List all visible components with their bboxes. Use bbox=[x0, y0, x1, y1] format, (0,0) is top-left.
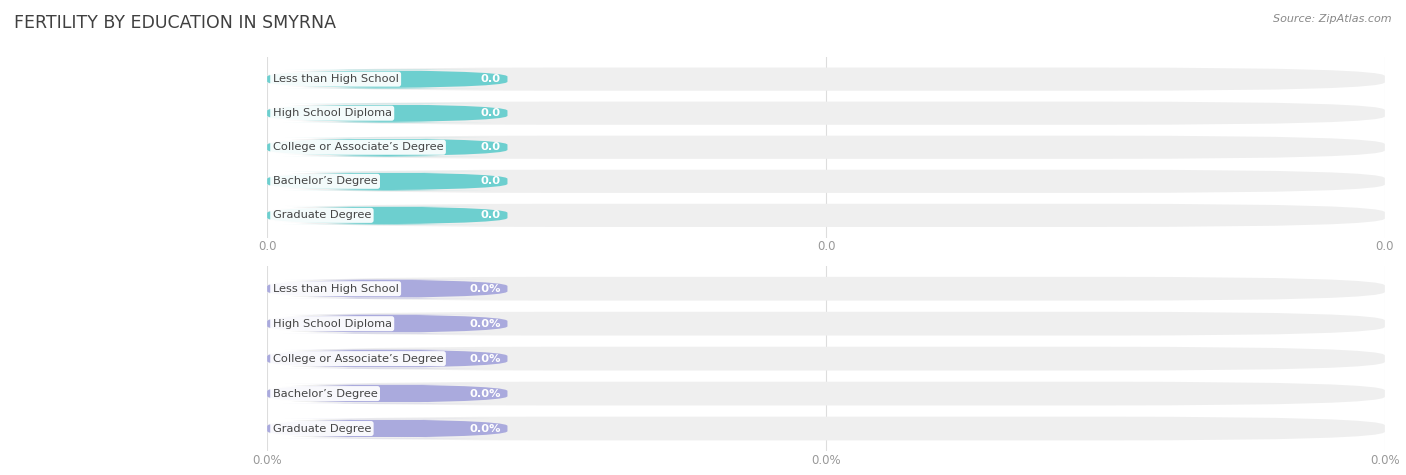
FancyBboxPatch shape bbox=[267, 419, 508, 438]
FancyBboxPatch shape bbox=[267, 382, 1385, 406]
Text: 0.0: 0.0 bbox=[481, 142, 501, 152]
Text: 0.0: 0.0 bbox=[481, 176, 501, 186]
Text: 0.0%: 0.0% bbox=[470, 319, 501, 329]
FancyBboxPatch shape bbox=[267, 314, 508, 333]
FancyBboxPatch shape bbox=[267, 170, 1385, 193]
Text: Source: ZipAtlas.com: Source: ZipAtlas.com bbox=[1274, 14, 1392, 24]
Text: 0.0%: 0.0% bbox=[470, 284, 501, 294]
FancyBboxPatch shape bbox=[267, 349, 508, 368]
Text: Less than High School: Less than High School bbox=[273, 74, 399, 84]
Text: College or Associate’s Degree: College or Associate’s Degree bbox=[273, 353, 443, 364]
FancyBboxPatch shape bbox=[267, 204, 1385, 227]
Text: Bachelor’s Degree: Bachelor’s Degree bbox=[273, 176, 377, 186]
FancyBboxPatch shape bbox=[267, 102, 1385, 125]
FancyBboxPatch shape bbox=[267, 279, 508, 298]
Text: 0.0: 0.0 bbox=[481, 210, 501, 220]
Text: High School Diploma: High School Diploma bbox=[273, 108, 392, 118]
Text: 0.0%: 0.0% bbox=[470, 424, 501, 434]
Text: 0.0%: 0.0% bbox=[470, 353, 501, 364]
FancyBboxPatch shape bbox=[267, 70, 508, 88]
Text: Bachelor’s Degree: Bachelor’s Degree bbox=[273, 389, 377, 399]
FancyBboxPatch shape bbox=[267, 172, 508, 190]
FancyBboxPatch shape bbox=[267, 104, 508, 123]
Text: 0.0: 0.0 bbox=[481, 108, 501, 118]
Text: FERTILITY BY EDUCATION IN SMYRNA: FERTILITY BY EDUCATION IN SMYRNA bbox=[14, 14, 336, 32]
FancyBboxPatch shape bbox=[267, 67, 1385, 91]
Text: Less than High School: Less than High School bbox=[273, 284, 399, 294]
FancyBboxPatch shape bbox=[267, 384, 508, 403]
Text: College or Associate’s Degree: College or Associate’s Degree bbox=[273, 142, 443, 152]
Text: 0.0%: 0.0% bbox=[470, 389, 501, 399]
Text: High School Diploma: High School Diploma bbox=[273, 319, 392, 329]
FancyBboxPatch shape bbox=[267, 206, 508, 225]
FancyBboxPatch shape bbox=[267, 417, 1385, 440]
Text: Graduate Degree: Graduate Degree bbox=[273, 210, 371, 220]
FancyBboxPatch shape bbox=[267, 347, 1385, 370]
Text: 0.0: 0.0 bbox=[481, 74, 501, 84]
FancyBboxPatch shape bbox=[267, 136, 1385, 159]
FancyBboxPatch shape bbox=[267, 277, 1385, 301]
FancyBboxPatch shape bbox=[267, 138, 508, 157]
Text: Graduate Degree: Graduate Degree bbox=[273, 424, 371, 434]
FancyBboxPatch shape bbox=[267, 312, 1385, 335]
